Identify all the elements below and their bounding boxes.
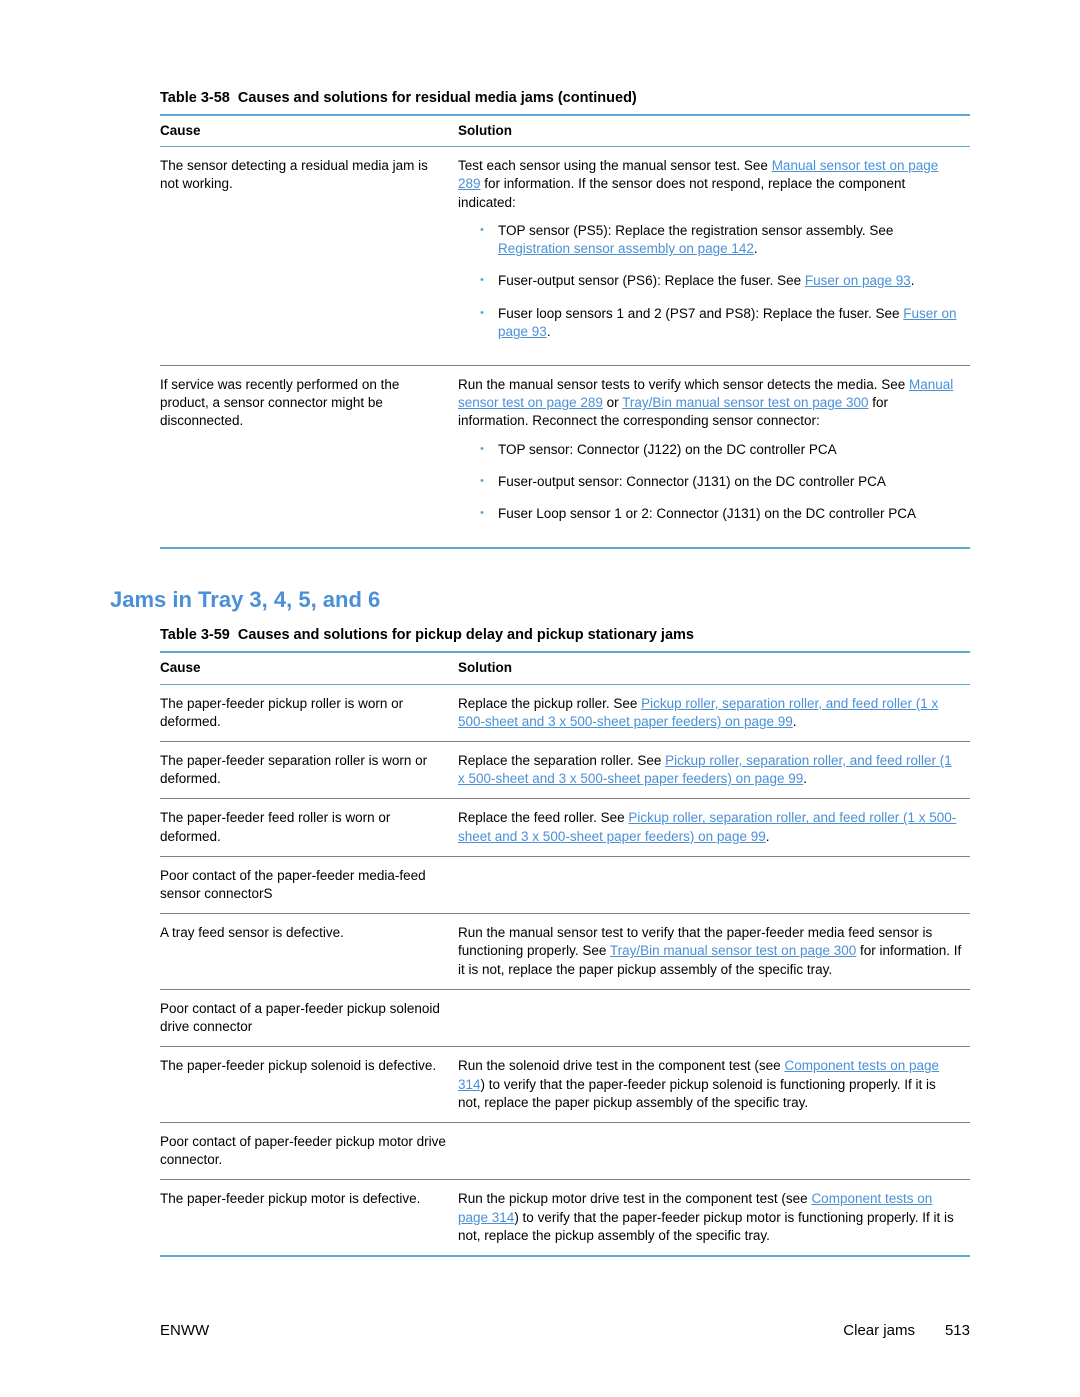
solution-cell: Replace the feed roller. See Pickup roll… [458, 799, 970, 856]
cause-cell: Poor contact of the paper-feeder media-f… [160, 856, 458, 913]
table59: Cause Solution The paper-feeder pickup r… [160, 651, 970, 1257]
link-fuser[interactable]: Fuser on page 93 [805, 273, 911, 288]
cause-cell: The sensor detecting a residual media ja… [160, 147, 458, 366]
cause-cell: Poor contact of a paper-feeder pickup so… [160, 989, 458, 1046]
list-item: Fuser-output sensor (PS6): Replace the f… [480, 272, 962, 290]
link-registration-sensor[interactable]: Registration sensor assembly on page 142 [498, 241, 754, 256]
table-row: The paper-feeder feed roller is worn or … [160, 799, 970, 856]
solution-cell: Run the pickup motor drive test in the c… [458, 1180, 970, 1256]
link[interactable]: Tray/Bin manual sensor test on page 300 [610, 943, 856, 958]
cause-cell: If service was recently performed on the… [160, 365, 458, 548]
table58-caption-label: Table 3-58 [160, 90, 230, 106]
table-row: The paper-feeder pickup roller is worn o… [160, 684, 970, 741]
list-item: Fuser Loop sensor 1 or 2: Connector (J13… [480, 505, 962, 523]
solution-cell: Replace the separation roller. See Picku… [458, 741, 970, 798]
table-row: The sensor detecting a residual media ja… [160, 147, 970, 366]
list-item: TOP sensor (PS5): Replace the registrati… [480, 222, 962, 258]
solution-cell [458, 856, 970, 913]
table59-header-cause: Cause [160, 652, 458, 684]
table59-header-solution: Solution [458, 652, 970, 684]
solution-cell [458, 989, 970, 1046]
link-tray-bin-sensor-test[interactable]: Tray/Bin manual sensor test on page 300 [622, 395, 868, 410]
solution-cell: Replace the pickup roller. See Pickup ro… [458, 684, 970, 741]
section-heading-jams-tray: Jams in Tray 3, 4, 5, and 6 [110, 587, 970, 613]
table58-caption: Table 3-58 Causes and solutions for resi… [160, 90, 970, 106]
page-number: 513 [945, 1322, 970, 1339]
table58-header-solution: Solution [458, 115, 970, 147]
table59-caption-text: Causes and solutions for pickup delay an… [238, 627, 694, 643]
table-row: The paper-feeder pickup solenoid is defe… [160, 1047, 970, 1123]
cause-cell: The paper-feeder pickup motor is defecti… [160, 1180, 458, 1256]
footer-right: Clear jams 513 [843, 1322, 970, 1339]
cause-cell: Poor contact of paper-feeder pickup moto… [160, 1123, 458, 1180]
table-row: The paper-feeder separation roller is wo… [160, 741, 970, 798]
solution-cell: Run the manual sensor tests to verify wh… [458, 365, 970, 548]
table58-header-cause: Cause [160, 115, 458, 147]
cause-cell: A tray feed sensor is defective. [160, 914, 458, 990]
solution-cell: Run the manual sensor test to verify tha… [458, 914, 970, 990]
list-item: Fuser-output sensor: Connector (J131) on… [480, 473, 962, 491]
bullet-list: TOP sensor (PS5): Replace the registrati… [458, 222, 962, 341]
solution-cell [458, 1123, 970, 1180]
table-row: Poor contact of the paper-feeder media-f… [160, 856, 970, 913]
table58-caption-text: Causes and solutions for residual media … [238, 90, 637, 106]
footer-section-label: Clear jams [843, 1322, 915, 1339]
cause-cell: The paper-feeder pickup roller is worn o… [160, 684, 458, 741]
page-footer: ENWW Clear jams 513 [160, 1322, 970, 1339]
table-row: A tray feed sensor is defective.Run the … [160, 914, 970, 990]
table-row: The paper-feeder pickup motor is defecti… [160, 1180, 970, 1256]
table-row: Poor contact of a paper-feeder pickup so… [160, 989, 970, 1046]
bullet-list: TOP sensor: Connector (J122) on the DC c… [458, 441, 962, 524]
solution-cell: Test each sensor using the manual sensor… [458, 147, 970, 366]
table58: Cause Solution The sensor detecting a re… [160, 114, 970, 549]
list-item: TOP sensor: Connector (J122) on the DC c… [480, 441, 962, 459]
table59-caption: Table 3-59 Causes and solutions for pick… [160, 627, 970, 643]
cause-cell: The paper-feeder pickup solenoid is defe… [160, 1047, 458, 1123]
solution-cell: Run the solenoid drive test in the compo… [458, 1047, 970, 1123]
table59-caption-label: Table 3-59 [160, 627, 230, 643]
table-row: Poor contact of paper-feeder pickup moto… [160, 1123, 970, 1180]
table-row: If service was recently performed on the… [160, 365, 970, 548]
document-page: Table 3-58 Causes and solutions for resi… [0, 0, 1080, 1397]
footer-left: ENWW [160, 1322, 209, 1339]
cause-cell: The paper-feeder separation roller is wo… [160, 741, 458, 798]
cause-cell: The paper-feeder feed roller is worn or … [160, 799, 458, 856]
list-item: Fuser loop sensors 1 and 2 (PS7 and PS8)… [480, 305, 962, 341]
